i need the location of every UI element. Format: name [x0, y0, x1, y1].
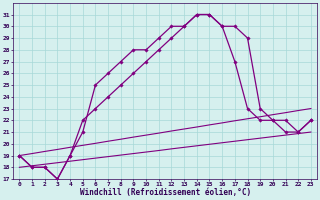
- X-axis label: Windchill (Refroidissement éolien,°C): Windchill (Refroidissement éolien,°C): [80, 188, 251, 197]
